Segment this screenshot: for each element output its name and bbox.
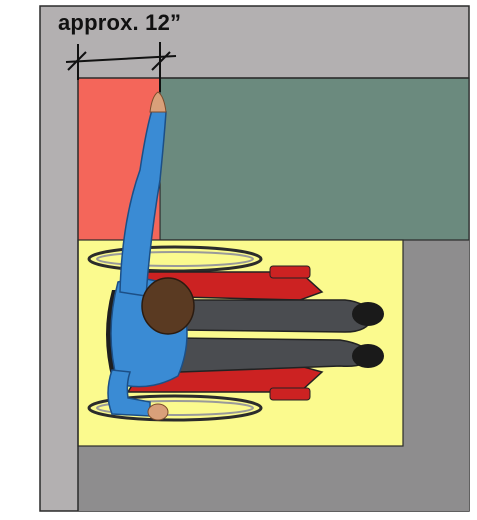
counter [159, 77, 470, 241]
dimension-arrow-icon [65, 42, 177, 92]
wheelchair-user-icon [87, 91, 384, 422]
wall-bottom [78, 446, 469, 511]
dimension-label: approx. 12” [58, 10, 182, 35]
